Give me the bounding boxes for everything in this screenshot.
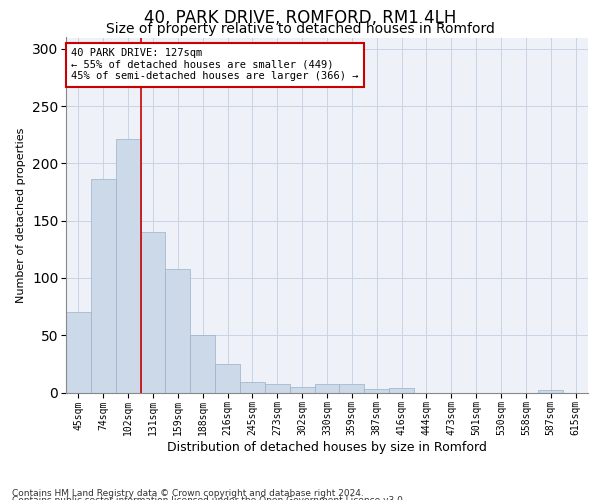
Bar <box>91 180 116 392</box>
Bar <box>265 384 290 392</box>
X-axis label: Distribution of detached houses by size in Romford: Distribution of detached houses by size … <box>167 441 487 454</box>
Bar <box>140 232 166 392</box>
Text: 40, PARK DRIVE, ROMFORD, RM1 4LH: 40, PARK DRIVE, ROMFORD, RM1 4LH <box>144 9 456 27</box>
Text: Contains public sector information licensed under the Open Government Licence v3: Contains public sector information licen… <box>12 496 406 500</box>
Bar <box>215 364 240 392</box>
Bar <box>66 312 91 392</box>
Bar <box>166 269 190 392</box>
Y-axis label: Number of detached properties: Number of detached properties <box>16 128 26 302</box>
Bar <box>190 335 215 392</box>
Bar <box>314 384 340 392</box>
Bar <box>538 390 563 392</box>
Bar <box>389 388 414 392</box>
Text: 40 PARK DRIVE: 127sqm
← 55% of detached houses are smaller (449)
45% of semi-det: 40 PARK DRIVE: 127sqm ← 55% of detached … <box>71 48 359 82</box>
Text: Contains HM Land Registry data © Crown copyright and database right 2024.: Contains HM Land Registry data © Crown c… <box>12 488 364 498</box>
Bar <box>116 140 140 392</box>
Text: Size of property relative to detached houses in Romford: Size of property relative to detached ho… <box>106 22 494 36</box>
Bar <box>240 382 265 392</box>
Bar <box>290 387 314 392</box>
Bar <box>340 384 364 392</box>
Bar <box>364 389 389 392</box>
